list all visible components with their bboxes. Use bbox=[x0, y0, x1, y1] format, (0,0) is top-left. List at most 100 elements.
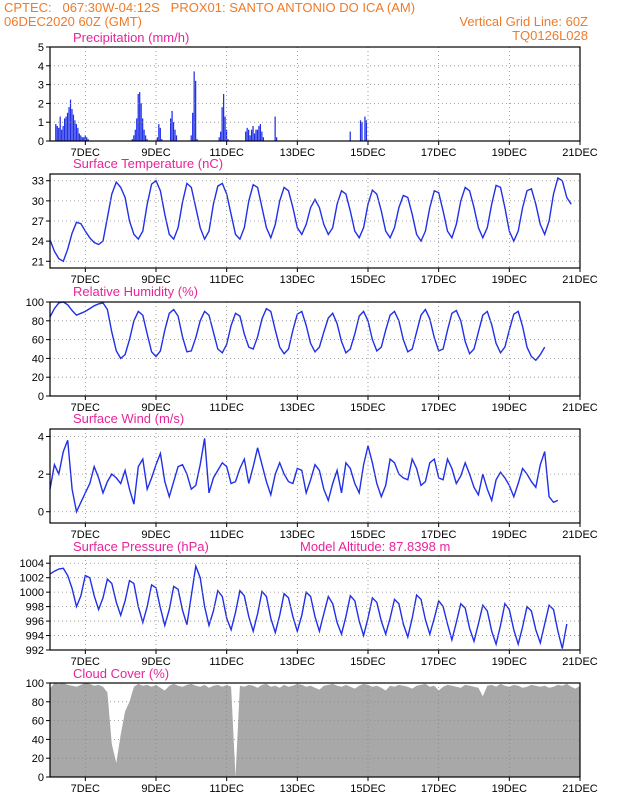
y-tick-label: 24 bbox=[32, 236, 44, 248]
cloud-panel: Cloud Cover (%) 0 20 40 60 80 100 7DEC 9DEC 11DEC… bbox=[26, 666, 598, 795]
precip-bar bbox=[58, 127, 60, 141]
precip-bar bbox=[83, 137, 85, 141]
precip-bar bbox=[144, 135, 147, 141]
wind-frame bbox=[49, 428, 581, 524]
pressure-frame bbox=[49, 555, 581, 651]
precip-bar bbox=[161, 139, 163, 141]
header-date: 06DEC2020 60Z (GMT) bbox=[4, 14, 142, 29]
precip-bar bbox=[156, 137, 158, 141]
precip-bar bbox=[158, 124, 160, 141]
precip-bar bbox=[221, 107, 223, 141]
precip-bar bbox=[252, 125, 254, 141]
y-tick-label: 20 bbox=[32, 753, 44, 765]
y-tick-label: 1 bbox=[38, 117, 44, 129]
precip-bar bbox=[245, 131, 247, 141]
x-tick-label: 17DEC bbox=[421, 529, 457, 541]
precip-bar bbox=[224, 116, 226, 141]
pressure-series-line bbox=[49, 563, 568, 649]
precip-bar bbox=[71, 109, 73, 141]
rh-frame bbox=[49, 301, 581, 397]
temp-title: Surface Temperature (nC) bbox=[73, 156, 223, 171]
precip-bar bbox=[274, 116, 276, 141]
precip-bar bbox=[250, 129, 253, 141]
y-tick-label: 2 bbox=[38, 469, 44, 481]
y-tick-label: 1000 bbox=[20, 587, 44, 599]
precip-bar bbox=[359, 120, 362, 141]
x-tick-label: 21DEC bbox=[562, 783, 598, 795]
precip-bar bbox=[193, 71, 195, 141]
x-tick-label: 9DEC bbox=[141, 274, 170, 286]
x-tick-label: 7DEC bbox=[71, 783, 100, 795]
y-tick-label: 0 bbox=[38, 136, 44, 148]
precip-bar bbox=[84, 135, 86, 141]
precip-bar bbox=[136, 118, 138, 141]
x-tick-label: 19DEC bbox=[492, 402, 528, 414]
y-tick-label: 3 bbox=[38, 80, 44, 92]
x-tick-label: 9DEC bbox=[141, 529, 170, 541]
y-tick-label: 4 bbox=[38, 432, 44, 444]
precip-bar bbox=[192, 112, 194, 141]
x-tick-label: 15DEC bbox=[350, 402, 386, 414]
precip-panel: Precipitation (mm/h) 0 1 2 3 4 5 7DEC 9DEC 11DEC 1… bbox=[38, 30, 598, 159]
y-tick-label: 20 bbox=[32, 372, 44, 384]
x-tick-label: 13DEC bbox=[280, 783, 316, 795]
wind-series-line bbox=[49, 438, 559, 514]
x-tick-label: 9DEC bbox=[141, 402, 170, 414]
precip-bar bbox=[246, 127, 248, 141]
x-tick-label: 7DEC bbox=[71, 656, 100, 668]
precip-bar bbox=[68, 107, 70, 141]
precip-bar bbox=[218, 137, 220, 141]
precip-bar bbox=[80, 135, 82, 141]
header-code: TQ0126L028 bbox=[512, 28, 588, 43]
precip-bar bbox=[175, 135, 178, 141]
precip-bar bbox=[275, 137, 278, 141]
x-tick-label: 11DEC bbox=[209, 402, 244, 414]
precip-bar bbox=[65, 116, 67, 141]
pressure-subtitle: Model Altitude: 87.8398 m bbox=[300, 539, 450, 554]
precip-bar bbox=[87, 139, 89, 141]
precip-bar bbox=[146, 139, 148, 141]
x-tick-label: 17DEC bbox=[421, 656, 457, 668]
x-tick-label: 11DEC bbox=[209, 656, 244, 668]
precip-bar bbox=[255, 129, 257, 141]
y-tick-label: 60 bbox=[32, 335, 44, 347]
precip-bar bbox=[349, 131, 351, 141]
precip-bar bbox=[75, 124, 78, 141]
y-tick-label: 80 bbox=[32, 316, 44, 328]
x-tick-label: 7DEC bbox=[71, 147, 100, 159]
x-tick-label: 11DEC bbox=[209, 783, 244, 795]
header-line1: CPTEC: 067:30W-04:12S PROX01: SANTO ANTO… bbox=[4, 0, 416, 15]
header-grid-note: Vertical Grid Line: 60Z bbox=[459, 14, 588, 29]
precip-bar bbox=[66, 112, 69, 141]
precip-bar bbox=[86, 137, 88, 141]
precip-bar bbox=[190, 135, 192, 141]
precip-bar bbox=[196, 139, 198, 141]
x-tick-label: 15DEC bbox=[350, 147, 386, 159]
y-tick-label: 4 bbox=[38, 61, 44, 73]
rh-title: Relative Humidity (%) bbox=[73, 284, 198, 299]
precip-bar bbox=[72, 114, 75, 141]
x-tick-label: 7DEC bbox=[71, 274, 100, 286]
y-tick-label: 33 bbox=[32, 176, 44, 188]
precip-bar bbox=[131, 139, 133, 141]
y-tick-label: 2 bbox=[38, 98, 44, 110]
x-tick-label: 9DEC bbox=[141, 783, 170, 795]
precip-bar bbox=[174, 129, 176, 141]
y-tick-label: 80 bbox=[32, 697, 44, 709]
x-tick-label: 17DEC bbox=[421, 147, 457, 159]
x-tick-label: 11DEC bbox=[209, 274, 244, 286]
x-tick-label: 11DEC bbox=[209, 147, 244, 159]
precip-bar bbox=[364, 116, 366, 141]
cloud-frame bbox=[49, 682, 581, 778]
cloud-cover-area bbox=[50, 683, 580, 777]
x-tick-label: 21DEC bbox=[562, 529, 598, 541]
x-tick-label: 13DEC bbox=[280, 529, 316, 541]
x-tick-label: 9DEC bbox=[141, 147, 170, 159]
y-tick-label: 27 bbox=[32, 216, 44, 228]
precip-bar bbox=[55, 124, 57, 141]
precip-bar bbox=[248, 129, 250, 141]
precip-bar bbox=[62, 125, 64, 141]
precip-bar bbox=[134, 129, 136, 141]
x-tick-label: 7DEC bbox=[71, 402, 100, 414]
